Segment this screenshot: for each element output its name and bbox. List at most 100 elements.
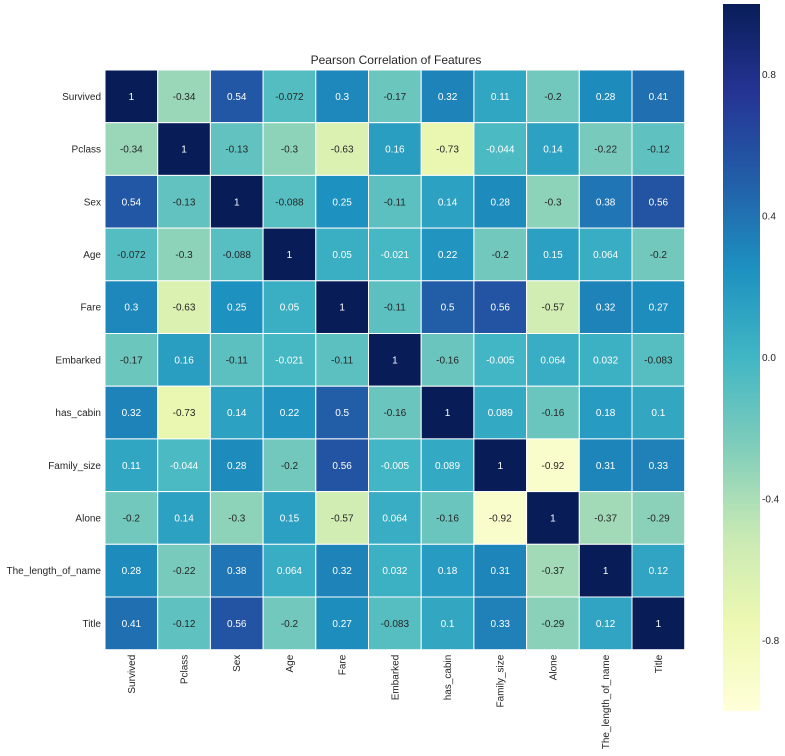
cell-value-label: 0.05 bbox=[280, 303, 300, 314]
cell-value-label: -0.37 bbox=[542, 566, 565, 577]
cell-value-label: -0.088 bbox=[275, 197, 304, 208]
cell-value-label: 0.22 bbox=[280, 408, 300, 419]
colorbar-tick-labels: 0.8 0.4 0.0 -0.4 -0.8 bbox=[762, 70, 780, 647]
y-tick-label: Alone bbox=[75, 513, 101, 524]
cell-value-label: -0.92 bbox=[489, 513, 512, 524]
cell-value-label: -0.37 bbox=[594, 513, 617, 524]
heatmap-cell bbox=[420, 438, 475, 493]
cell-value-label: 0.56 bbox=[649, 197, 669, 208]
heatmap-cell bbox=[631, 280, 686, 334]
y-tick-label: Pclass bbox=[72, 145, 101, 156]
heatmap-cell bbox=[526, 596, 580, 651]
y-axis-tick-labels: Survived Pclass Sex Age Fare Embarked has_cabi… bbox=[6, 92, 101, 630]
heatmap-cell bbox=[578, 69, 633, 124]
heatmap-cell bbox=[315, 174, 369, 229]
cell-value-label: -0.2 bbox=[492, 250, 510, 261]
heatmap-cell bbox=[104, 122, 159, 176]
cell-value-label: 0.28 bbox=[596, 92, 616, 103]
y-tick-label: The_length_of_name bbox=[6, 566, 101, 577]
cell-value-label: 0.22 bbox=[438, 250, 458, 261]
heatmap-cell bbox=[104, 596, 159, 651]
cell-value-label: 0.56 bbox=[491, 303, 511, 314]
heatmap-cell bbox=[209, 227, 264, 282]
heatmap-cell bbox=[578, 491, 633, 545]
heatmap-cell bbox=[420, 491, 475, 545]
cell-value-label: -0.63 bbox=[331, 145, 354, 156]
heatmap-cell bbox=[315, 438, 369, 493]
heatmap-cell bbox=[368, 438, 422, 493]
heatmap-cell bbox=[631, 438, 686, 493]
cell-value-label: 0.064 bbox=[277, 566, 302, 577]
y-tick-label: Embarked bbox=[55, 355, 101, 366]
heatmap-cell bbox=[631, 596, 686, 651]
x-tick-label: Pclass bbox=[180, 655, 191, 684]
heatmap-cell bbox=[157, 438, 211, 493]
cell-value-label: 0.32 bbox=[438, 92, 458, 103]
cell-value-label: -0.22 bbox=[594, 145, 617, 156]
heatmap-cell bbox=[631, 69, 686, 124]
cell-value-label: 0.27 bbox=[649, 303, 669, 314]
heatmap-cell bbox=[209, 596, 264, 651]
heatmap-cell bbox=[631, 543, 686, 598]
heatmap-cell bbox=[526, 280, 580, 334]
heatmap-cell bbox=[157, 69, 211, 124]
cell-value-label: -0.083 bbox=[644, 355, 673, 366]
heatmap-cell bbox=[473, 596, 528, 651]
heatmap-cell bbox=[526, 122, 580, 176]
cell-value-label: -0.021 bbox=[381, 250, 410, 261]
cell-value-label: 1 bbox=[603, 566, 609, 577]
cell-value-label: -0.34 bbox=[173, 92, 196, 103]
cell-value-label: -0.005 bbox=[381, 461, 410, 472]
heatmap-cell bbox=[631, 122, 686, 176]
y-tick-label: Family_size bbox=[48, 461, 101, 472]
cell-value-label: 0.31 bbox=[491, 566, 511, 577]
cell-value-label: -0.021 bbox=[275, 355, 304, 366]
cell-value-label: 0.16 bbox=[385, 145, 405, 156]
heatmap-cell bbox=[578, 227, 633, 282]
cell-value-label: -0.16 bbox=[436, 513, 459, 524]
heatmap-cell bbox=[209, 69, 264, 124]
heatmap-cell bbox=[526, 543, 580, 598]
cell-value-label: -0.2 bbox=[544, 92, 562, 103]
cell-value-label: 0.56 bbox=[227, 619, 247, 630]
cell-value-label: 0.064 bbox=[382, 513, 407, 524]
heatmap-cell bbox=[368, 69, 422, 124]
heatmap-cell bbox=[368, 385, 422, 440]
heatmap-cell bbox=[104, 69, 159, 124]
heatmap-cell bbox=[473, 543, 528, 598]
cell-value-label: -0.11 bbox=[384, 197, 406, 208]
cell-value-label: 0.032 bbox=[593, 355, 618, 366]
colorbar bbox=[723, 4, 760, 711]
heatmap-cell bbox=[526, 227, 580, 282]
cell-value-label: -0.29 bbox=[542, 619, 565, 630]
cell-value-label: -0.63 bbox=[173, 303, 196, 314]
heatmap-cell bbox=[420, 227, 475, 282]
heatmap-cell bbox=[578, 596, 633, 651]
cell-value-label: 1 bbox=[129, 92, 135, 103]
cell-value-label: 0.15 bbox=[543, 250, 563, 261]
cell-value-label: 0.25 bbox=[332, 197, 352, 208]
heatmap-cell bbox=[473, 69, 528, 124]
cell-value-label: -0.3 bbox=[544, 197, 562, 208]
heatmap-cell bbox=[209, 385, 264, 440]
heatmap-cell bbox=[526, 174, 580, 229]
cell-value-label: 0.41 bbox=[649, 92, 669, 103]
cell-value-label: 0.064 bbox=[540, 355, 565, 366]
cell-value-label: -0.12 bbox=[173, 619, 196, 630]
heatmap-cell bbox=[473, 491, 528, 545]
cell-value-label: 0.1 bbox=[441, 619, 455, 630]
heatmap-cell bbox=[631, 333, 686, 387]
heatmap-cell bbox=[104, 491, 159, 545]
cell-value-label: 0.18 bbox=[438, 566, 458, 577]
cell-value-label: 0.56 bbox=[332, 461, 352, 472]
heatmap-cell bbox=[368, 174, 422, 229]
heatmap-cell bbox=[262, 333, 317, 387]
cell-value-label: -0.2 bbox=[650, 250, 668, 261]
cell-value-label: -0.11 bbox=[331, 355, 353, 366]
cell-value-label: 0.25 bbox=[227, 303, 247, 314]
heatmap-cell bbox=[104, 438, 159, 493]
heatmap-cell bbox=[209, 543, 264, 598]
heatmap-cell bbox=[262, 385, 317, 440]
heatmap-cell bbox=[420, 280, 475, 334]
